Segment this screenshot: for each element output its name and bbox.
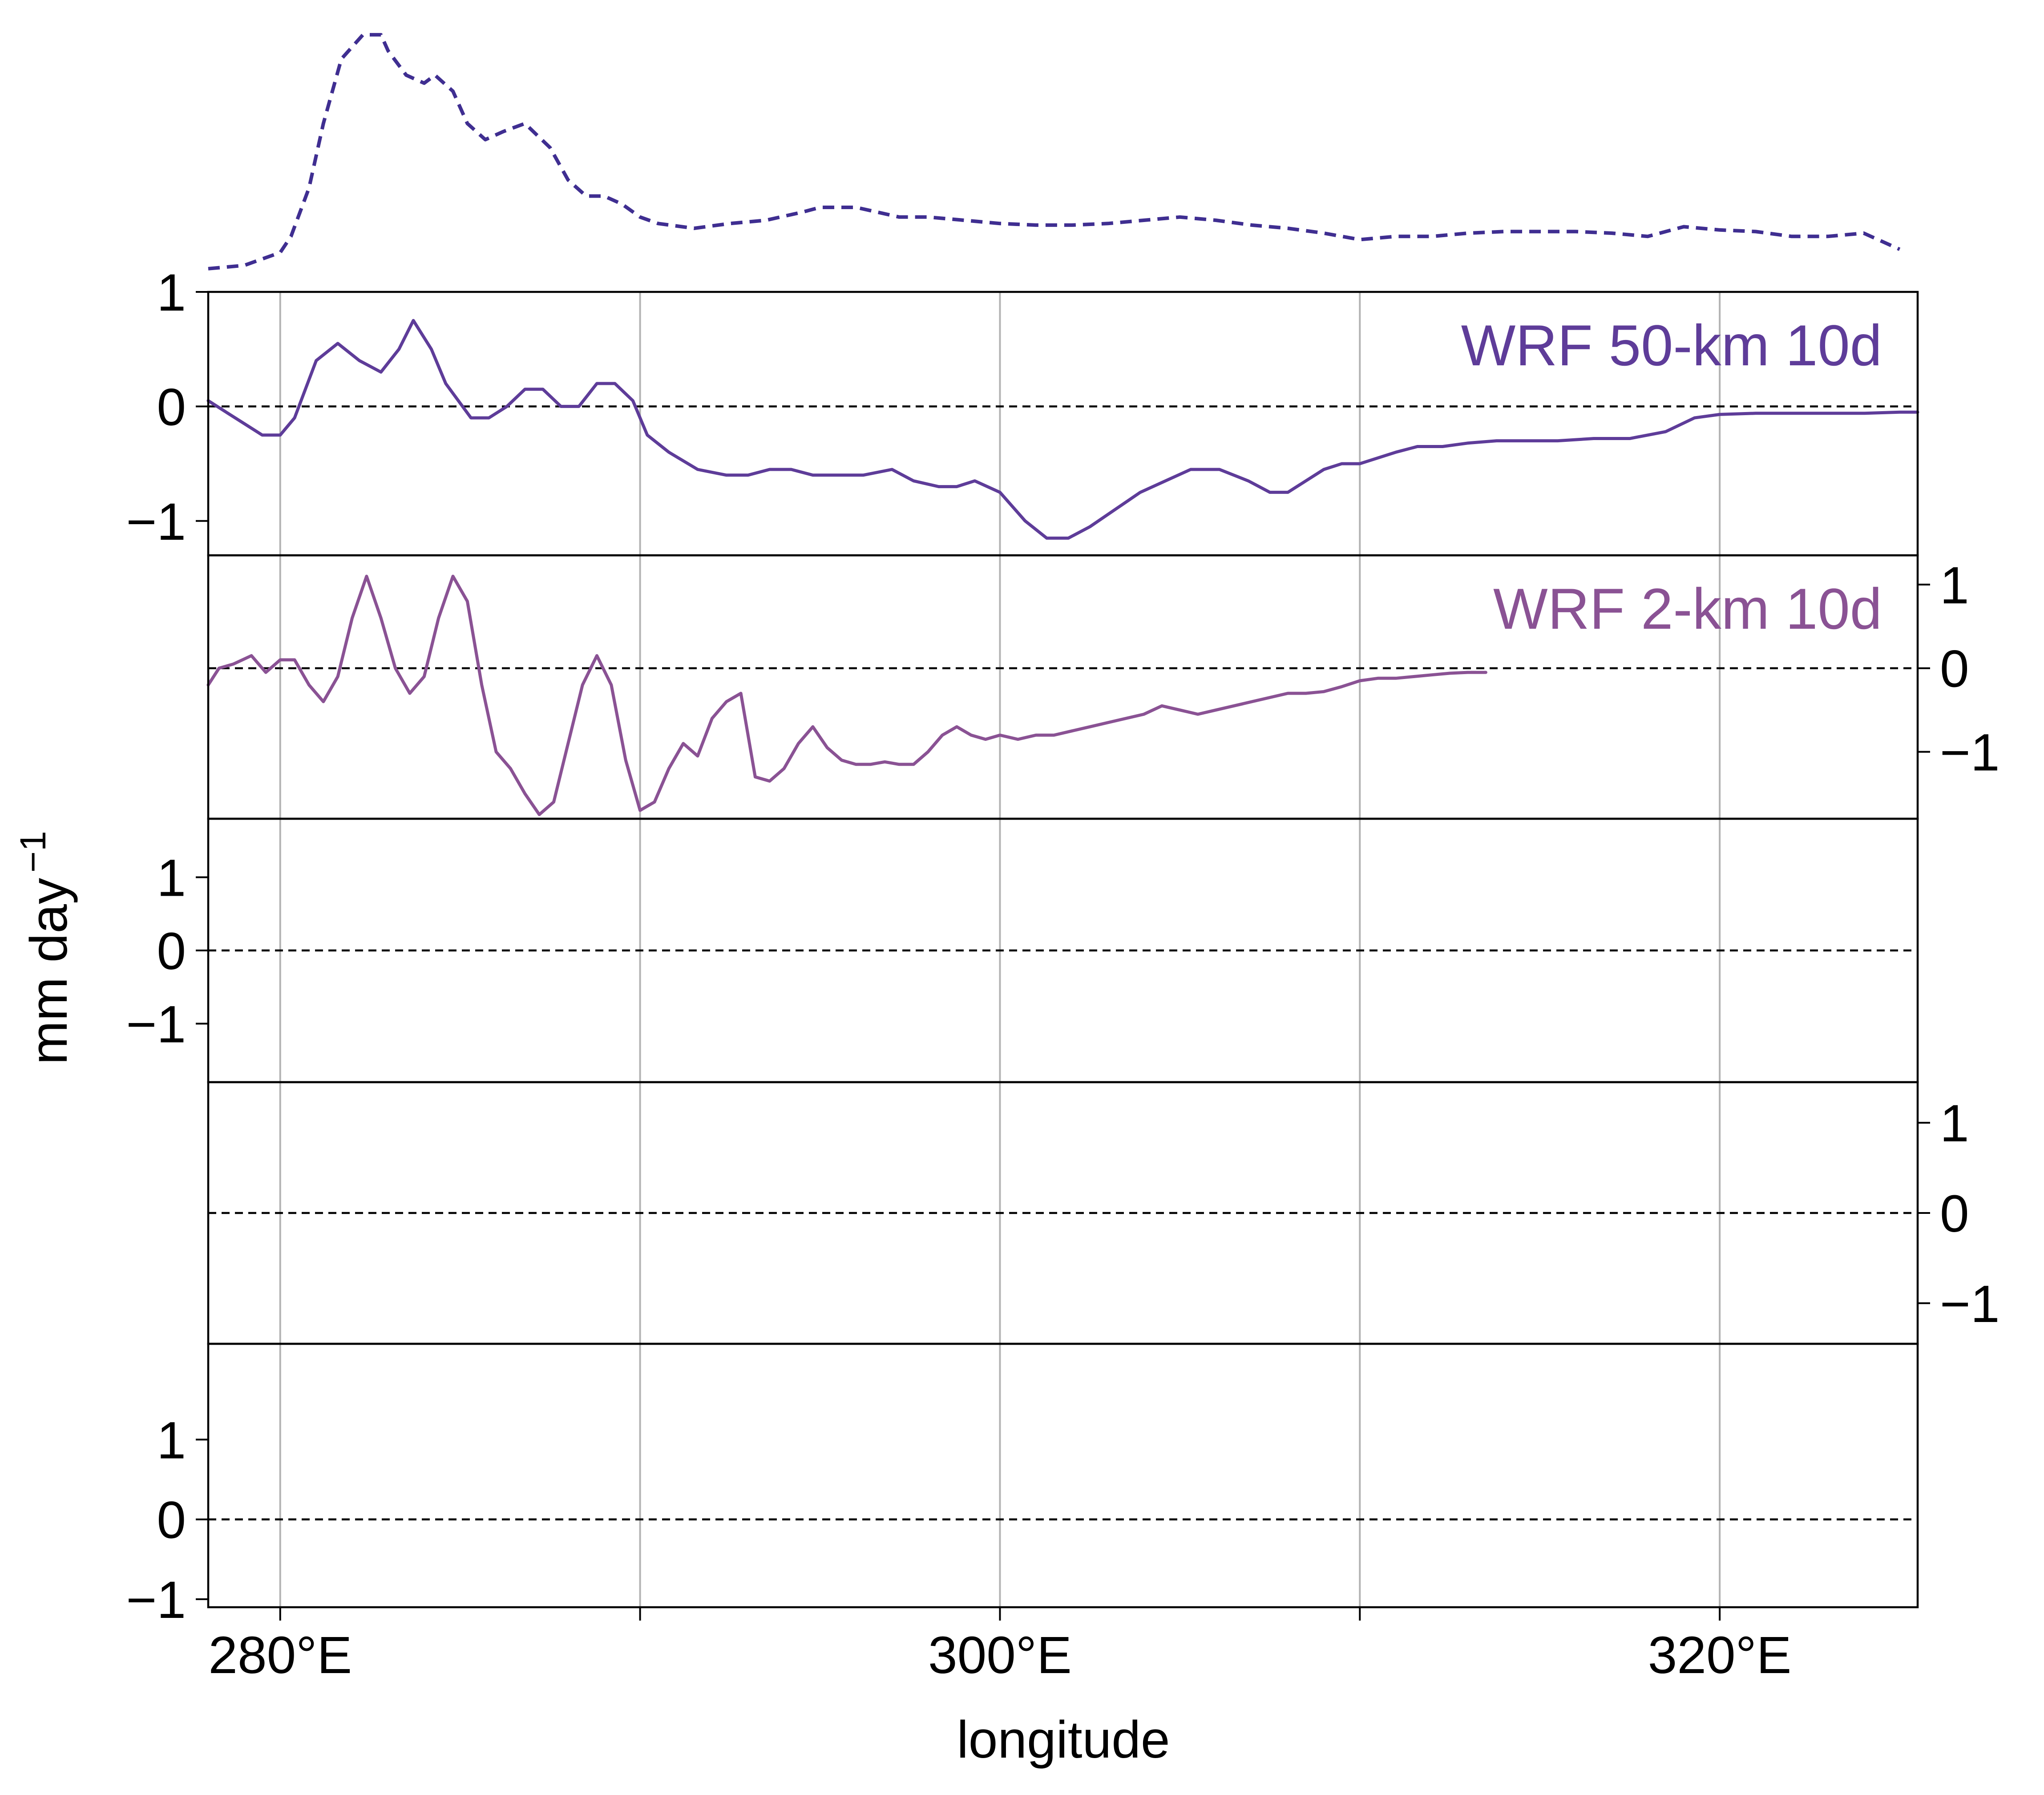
y-axis-title-exponent: −1 [13, 831, 53, 873]
x-axis-title: longitude [957, 1710, 1170, 1769]
y-tick-label: 0 [157, 378, 186, 437]
zero-lines [208, 405, 1918, 1520]
panel-labels: WRF 50-km 10d WRF 2-km 10d [1461, 313, 1882, 641]
y-axis-title-text: mm day [20, 878, 78, 1065]
y-tick-label: −1 [126, 1571, 186, 1629]
panel-series-label: WRF 2-km 10d [1493, 576, 1882, 641]
y-tick-label: −1 [1940, 1275, 2000, 1334]
y-tick-label: 1 [1940, 1094, 1969, 1153]
y-tick-label: −1 [126, 493, 186, 551]
y-tick-label: 1 [157, 849, 186, 908]
series-line [206, 574, 1487, 817]
y-tick-label: 1 [1940, 556, 1969, 615]
y-tick-label: 1 [157, 263, 186, 322]
y-axis-title: mm day −1 [13, 831, 78, 1064]
y-tick-label: 0 [1940, 640, 1969, 699]
y-tick-label: 0 [157, 1491, 186, 1550]
panel-series-label: WRF 50-km 10d [1461, 313, 1882, 378]
panel-series [206, 319, 1919, 817]
panel-frame [207, 1342, 1919, 1609]
y-tick-label: −1 [126, 995, 186, 1054]
x-tick-label: 280°E [208, 1626, 352, 1685]
y-tick-label: 1 [157, 1411, 186, 1470]
series-line [206, 319, 1919, 540]
y-tick-label: 0 [157, 922, 186, 981]
y-tick-label: 0 [1940, 1185, 1969, 1243]
y-tick-label: −1 [1940, 724, 2000, 782]
axis-ticks: 280°E 300°E 320°E −1 0 1 −1 0 1 −1 0 1 −1 0 1 −1 0 1 [126, 263, 2000, 1685]
x-tick-label: 300°E [928, 1626, 1072, 1685]
x-tick-label: 320°E [1648, 1626, 1792, 1685]
